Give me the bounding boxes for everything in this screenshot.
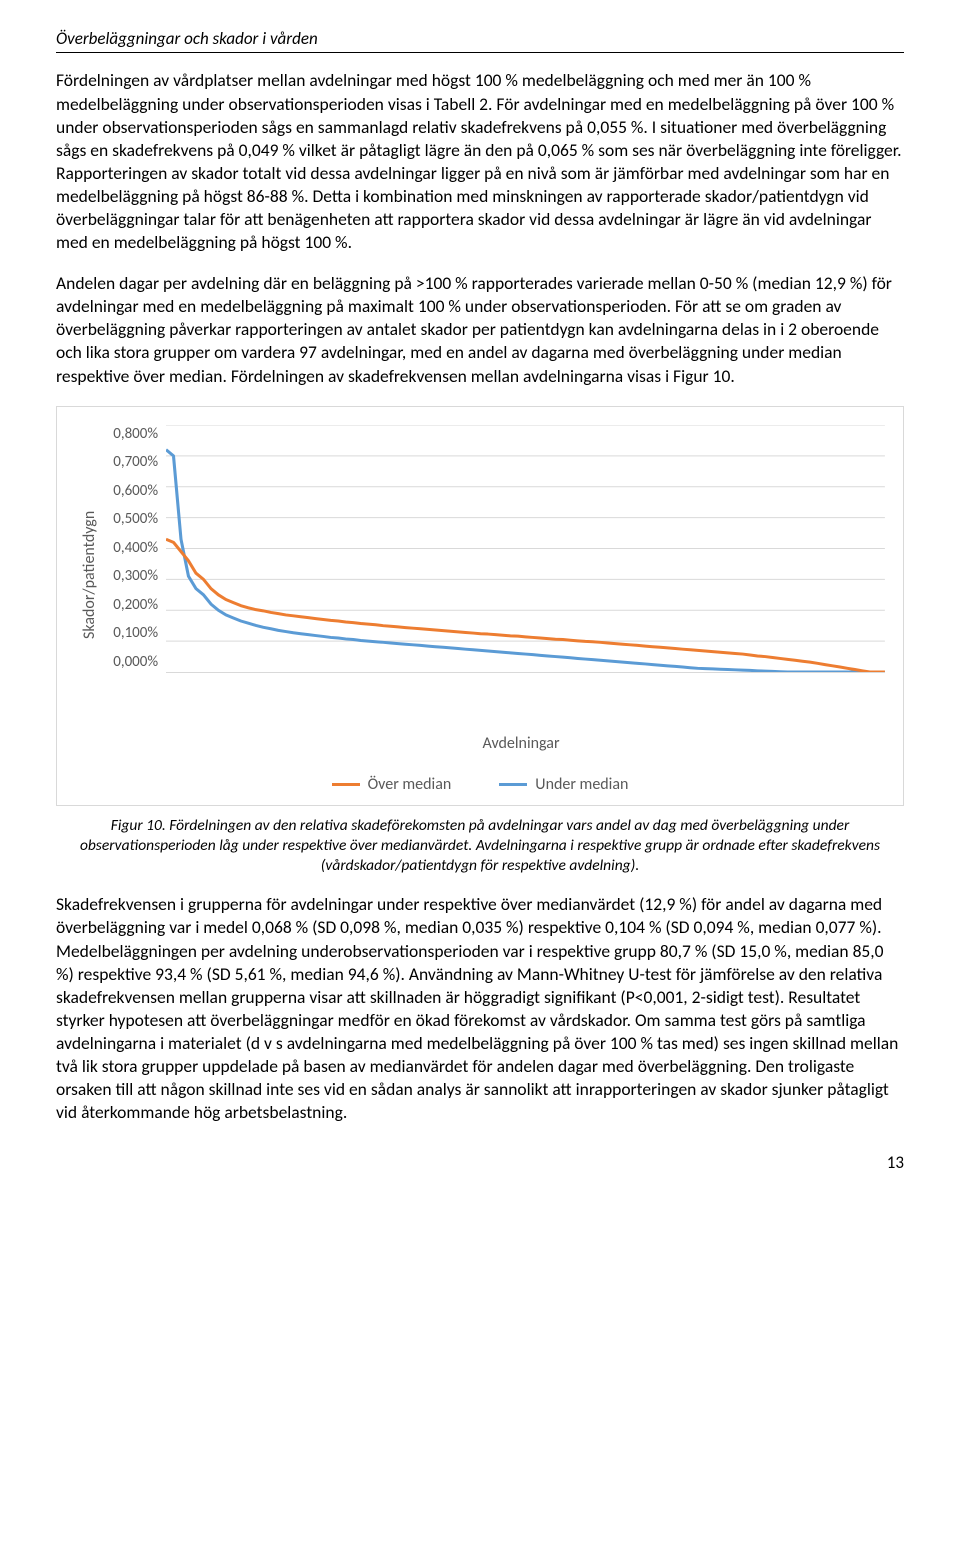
page-number: 13: [56, 1152, 904, 1174]
chart-line-under-median: [166, 449, 885, 671]
ytick: 0,800%: [104, 425, 158, 445]
figure-10-chart: Skador/patientdygn 0,800% 0,700% 0,600% …: [56, 406, 904, 806]
legend-label-over: Över median: [368, 774, 452, 795]
paragraph-1: Fördelningen av vårdplatser mellan avdel…: [56, 69, 904, 254]
chart-plot-area: [166, 425, 885, 673]
paragraph-2: Andelen dagar per avdelning där en beläg…: [56, 272, 904, 387]
chart-y-ticks: 0,800% 0,700% 0,600% 0,500% 0,400% 0,300…: [104, 425, 166, 673]
chart-line-over-median: [166, 539, 885, 672]
page-header: Överbeläggningar och skador i vården: [56, 28, 904, 53]
ytick: 0,500%: [104, 510, 158, 530]
ytick: 0,100%: [104, 624, 158, 644]
legend-label-under: Under median: [535, 774, 628, 795]
legend-item-under: Under median: [499, 774, 628, 795]
chart-gridlines: [166, 425, 885, 641]
ytick: 0,600%: [104, 482, 158, 502]
ytick: 0,000%: [104, 653, 158, 673]
ytick: 0,700%: [104, 453, 158, 473]
legend-swatch-under: [499, 783, 527, 786]
legend-swatch-over: [332, 783, 360, 786]
figure-10-caption: Figur 10. Fördelningen av den relativa s…: [56, 816, 904, 875]
chart-y-axis-label: Skador/patientdygn: [75, 425, 104, 725]
chart-legend: Över median Under median: [75, 774, 885, 795]
ytick: 0,200%: [104, 596, 158, 616]
paragraph-3: Skadefrekvensen i grupperna för avdelnin…: [56, 893, 904, 1124]
legend-item-over: Över median: [332, 774, 452, 795]
ytick: 0,400%: [104, 539, 158, 559]
chart-x-axis-label: Avdelningar: [157, 733, 885, 754]
ytick: 0,300%: [104, 567, 158, 587]
